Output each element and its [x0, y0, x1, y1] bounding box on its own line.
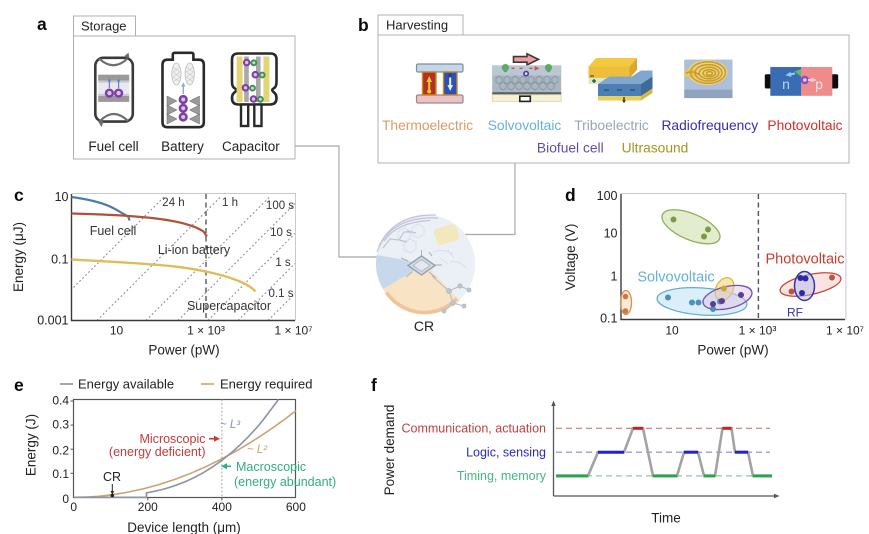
svg-text:Device length (μm): Device length (μm): [127, 520, 241, 534]
svg-text:Radiofrequency: Radiofrequency: [661, 118, 758, 133]
svg-text:0.001: 0.001: [37, 314, 68, 328]
svg-text:0: 0: [70, 500, 77, 514]
svg-text:1 h: 1 h: [222, 197, 238, 209]
svg-text:0.1: 0.1: [51, 253, 68, 267]
svg-text:400: 400: [212, 500, 232, 514]
svg-text:Battery: Battery: [161, 139, 204, 154]
svg-text:CR: CR: [103, 470, 121, 484]
svg-text:Photovoltaic: Photovoltaic: [766, 252, 845, 268]
svg-text:~ L³: ~ L³: [220, 419, 241, 431]
svg-text:Harvesting: Harvesting: [386, 18, 448, 33]
svg-text:~ L²: ~ L²: [247, 444, 268, 456]
svg-text:200: 200: [138, 500, 158, 514]
svg-text:Logic, sensing: Logic, sensing: [466, 445, 546, 459]
svg-text:c: c: [14, 185, 24, 205]
svg-text:f: f: [371, 375, 377, 395]
svg-text:Thermoelectric: Thermoelectric: [382, 118, 473, 133]
svg-text:0.3: 0.3: [52, 418, 69, 432]
svg-text:1 × 10³: 1 × 10³: [187, 324, 225, 338]
svg-text:0: 0: [62, 492, 69, 506]
svg-text:1 × 10³: 1 × 10³: [739, 324, 777, 338]
svg-text:a: a: [37, 14, 47, 34]
svg-text:RF: RF: [787, 306, 803, 320]
svg-text:e: e: [14, 375, 24, 395]
svg-text:(energy abundant): (energy abundant): [234, 475, 336, 489]
svg-text:0.4: 0.4: [52, 394, 69, 408]
svg-text:Energy (μJ): Energy (μJ): [11, 222, 26, 292]
svg-text:Power demand: Power demand: [382, 405, 397, 496]
svg-text:b: b: [358, 15, 369, 35]
svg-text:Communication, actuation: Communication, actuation: [401, 422, 546, 436]
svg-text:Biofuel cell: Biofuel cell: [537, 141, 604, 156]
svg-text:10: 10: [604, 227, 618, 241]
svg-text:Microscopic: Microscopic: [140, 432, 206, 446]
svg-text:Fuel cell: Fuel cell: [88, 139, 138, 154]
svg-text:600: 600: [286, 500, 306, 514]
svg-text:Li-ion battery: Li-ion battery: [158, 243, 231, 257]
svg-text:n: n: [782, 76, 790, 92]
svg-text:Solvovoltaic: Solvovoltaic: [637, 270, 714, 286]
svg-text:Macroscopic: Macroscopic: [236, 460, 306, 474]
svg-text:Capacitor: Capacitor: [222, 139, 280, 154]
svg-text:Time: Time: [651, 511, 681, 526]
svg-text:100 s: 100 s: [266, 200, 294, 212]
svg-text:100: 100: [597, 189, 618, 203]
svg-text:Ultrasound: Ultrasound: [622, 141, 689, 156]
svg-text:Storage: Storage: [81, 19, 127, 34]
svg-text:1: 1: [611, 270, 618, 284]
svg-text:Supercapacitor: Supercapacitor: [187, 299, 271, 313]
svg-text:24 h: 24 h: [162, 197, 184, 209]
svg-text:Solvovoltaic: Solvovoltaic: [488, 118, 562, 133]
svg-text:Timing, memory: Timing, memory: [457, 469, 547, 483]
svg-text:Energy (J): Energy (J): [24, 414, 39, 476]
svg-text:d: d: [565, 185, 576, 205]
svg-text:Triboelectric: Triboelectric: [574, 118, 649, 133]
svg-text:10: 10: [665, 324, 679, 338]
svg-text:Fuel cell: Fuel cell: [90, 224, 137, 238]
svg-text:1 × 10⁷: 1 × 10⁷: [274, 324, 312, 338]
svg-text:10: 10: [55, 190, 69, 204]
svg-text:0.1 s: 0.1 s: [269, 288, 294, 300]
svg-text:Power (pW): Power (pW): [697, 343, 768, 358]
svg-text:Power (pW): Power (pW): [148, 343, 219, 358]
svg-text:10 s: 10 s: [270, 227, 292, 239]
svg-text:(energy deficient): (energy deficient): [109, 445, 206, 459]
svg-text:Photovoltaic: Photovoltaic: [767, 118, 842, 133]
svg-text:0.1: 0.1: [52, 467, 69, 481]
svg-text:1 × 10⁷: 1 × 10⁷: [826, 324, 864, 338]
svg-text:0.2: 0.2: [52, 443, 69, 457]
svg-text:p: p: [815, 76, 823, 92]
svg-text:Energy available: Energy available: [78, 377, 174, 392]
svg-text:10: 10: [110, 324, 124, 338]
svg-text:0.1: 0.1: [600, 312, 617, 326]
svg-text:1 s: 1 s: [275, 257, 291, 269]
svg-text:CR: CR: [414, 318, 434, 334]
svg-text:Voltage (V): Voltage (V): [563, 224, 578, 291]
svg-text:Energy required: Energy required: [220, 377, 313, 392]
